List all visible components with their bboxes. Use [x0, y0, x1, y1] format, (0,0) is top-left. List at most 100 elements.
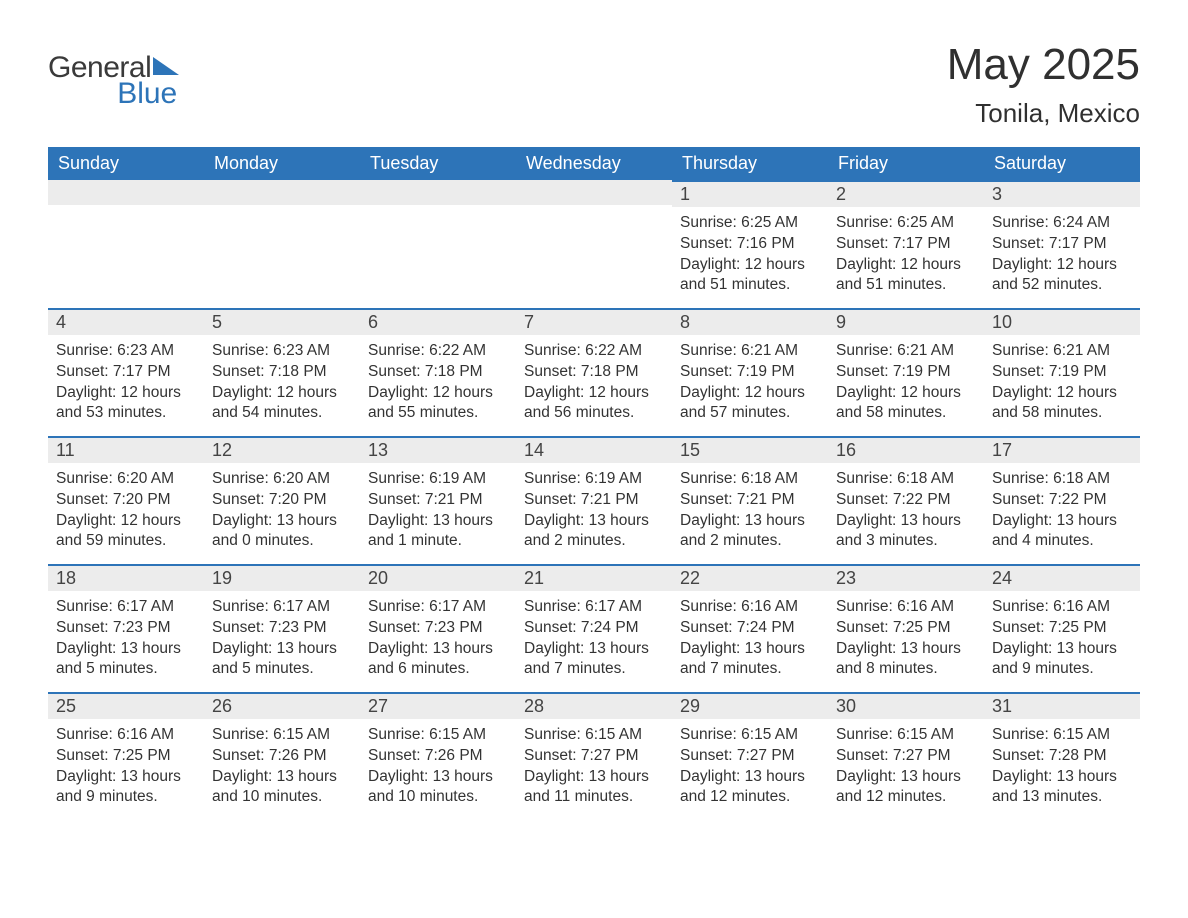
- weekday-header: Sunday: [48, 147, 204, 180]
- daylight-line: Daylight: 12 hours and 59 minutes.: [56, 511, 196, 551]
- calendar-day-cell: 4Sunrise: 6:23 AMSunset: 7:17 PMDaylight…: [48, 308, 204, 436]
- sunset-line: Sunset: 7:22 PM: [992, 490, 1132, 510]
- sunrise-line: Sunrise: 6:20 AM: [212, 469, 352, 489]
- daylight-line: Daylight: 13 hours and 9 minutes.: [56, 767, 196, 807]
- sunrise-line: Sunrise: 6:15 AM: [524, 725, 664, 745]
- sunrise-line: Sunrise: 6:15 AM: [680, 725, 820, 745]
- sunrise-line: Sunrise: 6:20 AM: [56, 469, 196, 489]
- calendar-day-cell: 21Sunrise: 6:17 AMSunset: 7:24 PMDayligh…: [516, 564, 672, 692]
- day-number: 15: [672, 438, 828, 463]
- sunset-line: Sunset: 7:26 PM: [368, 746, 508, 766]
- sunrise-line: Sunrise: 6:25 AM: [680, 213, 820, 233]
- sunrise-line: Sunrise: 6:16 AM: [680, 597, 820, 617]
- day-details: Sunrise: 6:16 AMSunset: 7:25 PMDaylight:…: [48, 719, 204, 819]
- day-number: 2: [828, 182, 984, 207]
- calendar-day-cell: 11Sunrise: 6:20 AMSunset: 7:20 PMDayligh…: [48, 436, 204, 564]
- daylight-line: Daylight: 12 hours and 51 minutes.: [680, 255, 820, 295]
- calendar-header-row: SundayMondayTuesdayWednesdayThursdayFrid…: [48, 147, 1140, 180]
- day-details: Sunrise: 6:24 AMSunset: 7:17 PMDaylight:…: [984, 207, 1140, 307]
- daylight-line: Daylight: 13 hours and 1 minute.: [368, 511, 508, 551]
- calendar-day-cell: 13Sunrise: 6:19 AMSunset: 7:21 PMDayligh…: [360, 436, 516, 564]
- day-details: Sunrise: 6:25 AMSunset: 7:17 PMDaylight:…: [828, 207, 984, 307]
- calendar-day-cell: [204, 180, 360, 308]
- sunset-line: Sunset: 7:28 PM: [992, 746, 1132, 766]
- calendar-day-cell: 2Sunrise: 6:25 AMSunset: 7:17 PMDaylight…: [828, 180, 984, 308]
- calendar-day-cell: 5Sunrise: 6:23 AMSunset: 7:18 PMDaylight…: [204, 308, 360, 436]
- day-details: Sunrise: 6:25 AMSunset: 7:16 PMDaylight:…: [672, 207, 828, 307]
- calendar-day-cell: 29Sunrise: 6:15 AMSunset: 7:27 PMDayligh…: [672, 692, 828, 820]
- sunset-line: Sunset: 7:17 PM: [56, 362, 196, 382]
- sunrise-line: Sunrise: 6:15 AM: [836, 725, 976, 745]
- calendar-day-cell: [516, 180, 672, 308]
- sunset-line: Sunset: 7:25 PM: [836, 618, 976, 638]
- day-details: Sunrise: 6:15 AMSunset: 7:27 PMDaylight:…: [828, 719, 984, 819]
- calendar-day-cell: 24Sunrise: 6:16 AMSunset: 7:25 PMDayligh…: [984, 564, 1140, 692]
- day-details: Sunrise: 6:23 AMSunset: 7:18 PMDaylight:…: [204, 335, 360, 435]
- calendar-day-cell: 28Sunrise: 6:15 AMSunset: 7:27 PMDayligh…: [516, 692, 672, 820]
- sunrise-line: Sunrise: 6:18 AM: [836, 469, 976, 489]
- weekday-header: Tuesday: [360, 147, 516, 180]
- sunset-line: Sunset: 7:18 PM: [524, 362, 664, 382]
- brand-logo: General Blue: [48, 40, 179, 109]
- daylight-line: Daylight: 13 hours and 12 minutes.: [680, 767, 820, 807]
- day-number: 21: [516, 566, 672, 591]
- day-number: 17: [984, 438, 1140, 463]
- sunset-line: Sunset: 7:19 PM: [992, 362, 1132, 382]
- daylight-line: Daylight: 13 hours and 13 minutes.: [992, 767, 1132, 807]
- day-details: Sunrise: 6:17 AMSunset: 7:23 PMDaylight:…: [204, 591, 360, 691]
- daylight-line: Daylight: 13 hours and 9 minutes.: [992, 639, 1132, 679]
- day-details: Sunrise: 6:17 AMSunset: 7:24 PMDaylight:…: [516, 591, 672, 691]
- weekday-header: Wednesday: [516, 147, 672, 180]
- calendar-day-cell: 22Sunrise: 6:16 AMSunset: 7:24 PMDayligh…: [672, 564, 828, 692]
- daylight-line: Daylight: 12 hours and 57 minutes.: [680, 383, 820, 423]
- daylight-line: Daylight: 12 hours and 58 minutes.: [836, 383, 976, 423]
- calendar-page: General Blue May 2025 Tonila, Mexico Sun…: [0, 0, 1188, 860]
- day-details: Sunrise: 6:23 AMSunset: 7:17 PMDaylight:…: [48, 335, 204, 435]
- day-number: 25: [48, 694, 204, 719]
- daylight-line: Daylight: 12 hours and 55 minutes.: [368, 383, 508, 423]
- day-number: 11: [48, 438, 204, 463]
- day-details: Sunrise: 6:15 AMSunset: 7:26 PMDaylight:…: [204, 719, 360, 819]
- day-details: Sunrise: 6:19 AMSunset: 7:21 PMDaylight:…: [360, 463, 516, 563]
- sunrise-line: Sunrise: 6:15 AM: [992, 725, 1132, 745]
- weekday-header: Thursday: [672, 147, 828, 180]
- day-number: 24: [984, 566, 1140, 591]
- day-details: Sunrise: 6:15 AMSunset: 7:28 PMDaylight:…: [984, 719, 1140, 819]
- daylight-line: Daylight: 12 hours and 54 minutes.: [212, 383, 352, 423]
- calendar-day-cell: 30Sunrise: 6:15 AMSunset: 7:27 PMDayligh…: [828, 692, 984, 820]
- daylight-line: Daylight: 13 hours and 3 minutes.: [836, 511, 976, 551]
- day-details: Sunrise: 6:20 AMSunset: 7:20 PMDaylight:…: [204, 463, 360, 563]
- day-number: 8: [672, 310, 828, 335]
- day-number: 6: [360, 310, 516, 335]
- day-number: 13: [360, 438, 516, 463]
- day-number: 4: [48, 310, 204, 335]
- calendar-day-cell: 3Sunrise: 6:24 AMSunset: 7:17 PMDaylight…: [984, 180, 1140, 308]
- day-number: 18: [48, 566, 204, 591]
- calendar-day-cell: 27Sunrise: 6:15 AMSunset: 7:26 PMDayligh…: [360, 692, 516, 820]
- day-details: Sunrise: 6:15 AMSunset: 7:26 PMDaylight:…: [360, 719, 516, 819]
- calendar-day-cell: 1Sunrise: 6:25 AMSunset: 7:16 PMDaylight…: [672, 180, 828, 308]
- sunrise-line: Sunrise: 6:24 AM: [992, 213, 1132, 233]
- day-number: 5: [204, 310, 360, 335]
- sunrise-line: Sunrise: 6:23 AM: [212, 341, 352, 361]
- title-block: May 2025 Tonila, Mexico: [947, 40, 1140, 129]
- calendar-day-cell: 23Sunrise: 6:16 AMSunset: 7:25 PMDayligh…: [828, 564, 984, 692]
- sunrise-line: Sunrise: 6:19 AM: [368, 469, 508, 489]
- calendar-day-cell: [48, 180, 204, 308]
- sunset-line: Sunset: 7:21 PM: [680, 490, 820, 510]
- calendar-week-row: 1Sunrise: 6:25 AMSunset: 7:16 PMDaylight…: [48, 180, 1140, 308]
- day-number: 9: [828, 310, 984, 335]
- daylight-line: Daylight: 13 hours and 5 minutes.: [212, 639, 352, 679]
- calendar-day-cell: 6Sunrise: 6:22 AMSunset: 7:18 PMDaylight…: [360, 308, 516, 436]
- sunset-line: Sunset: 7:27 PM: [524, 746, 664, 766]
- calendar-day-cell: 20Sunrise: 6:17 AMSunset: 7:23 PMDayligh…: [360, 564, 516, 692]
- calendar-day-cell: 31Sunrise: 6:15 AMSunset: 7:28 PMDayligh…: [984, 692, 1140, 820]
- calendar-day-cell: 8Sunrise: 6:21 AMSunset: 7:19 PMDaylight…: [672, 308, 828, 436]
- page-header: General Blue May 2025 Tonila, Mexico: [48, 40, 1140, 129]
- sunrise-line: Sunrise: 6:21 AM: [680, 341, 820, 361]
- sunset-line: Sunset: 7:19 PM: [836, 362, 976, 382]
- daylight-line: Daylight: 13 hours and 7 minutes.: [524, 639, 664, 679]
- sunset-line: Sunset: 7:21 PM: [524, 490, 664, 510]
- calendar-day-cell: 7Sunrise: 6:22 AMSunset: 7:18 PMDaylight…: [516, 308, 672, 436]
- title-month: May 2025: [947, 40, 1140, 90]
